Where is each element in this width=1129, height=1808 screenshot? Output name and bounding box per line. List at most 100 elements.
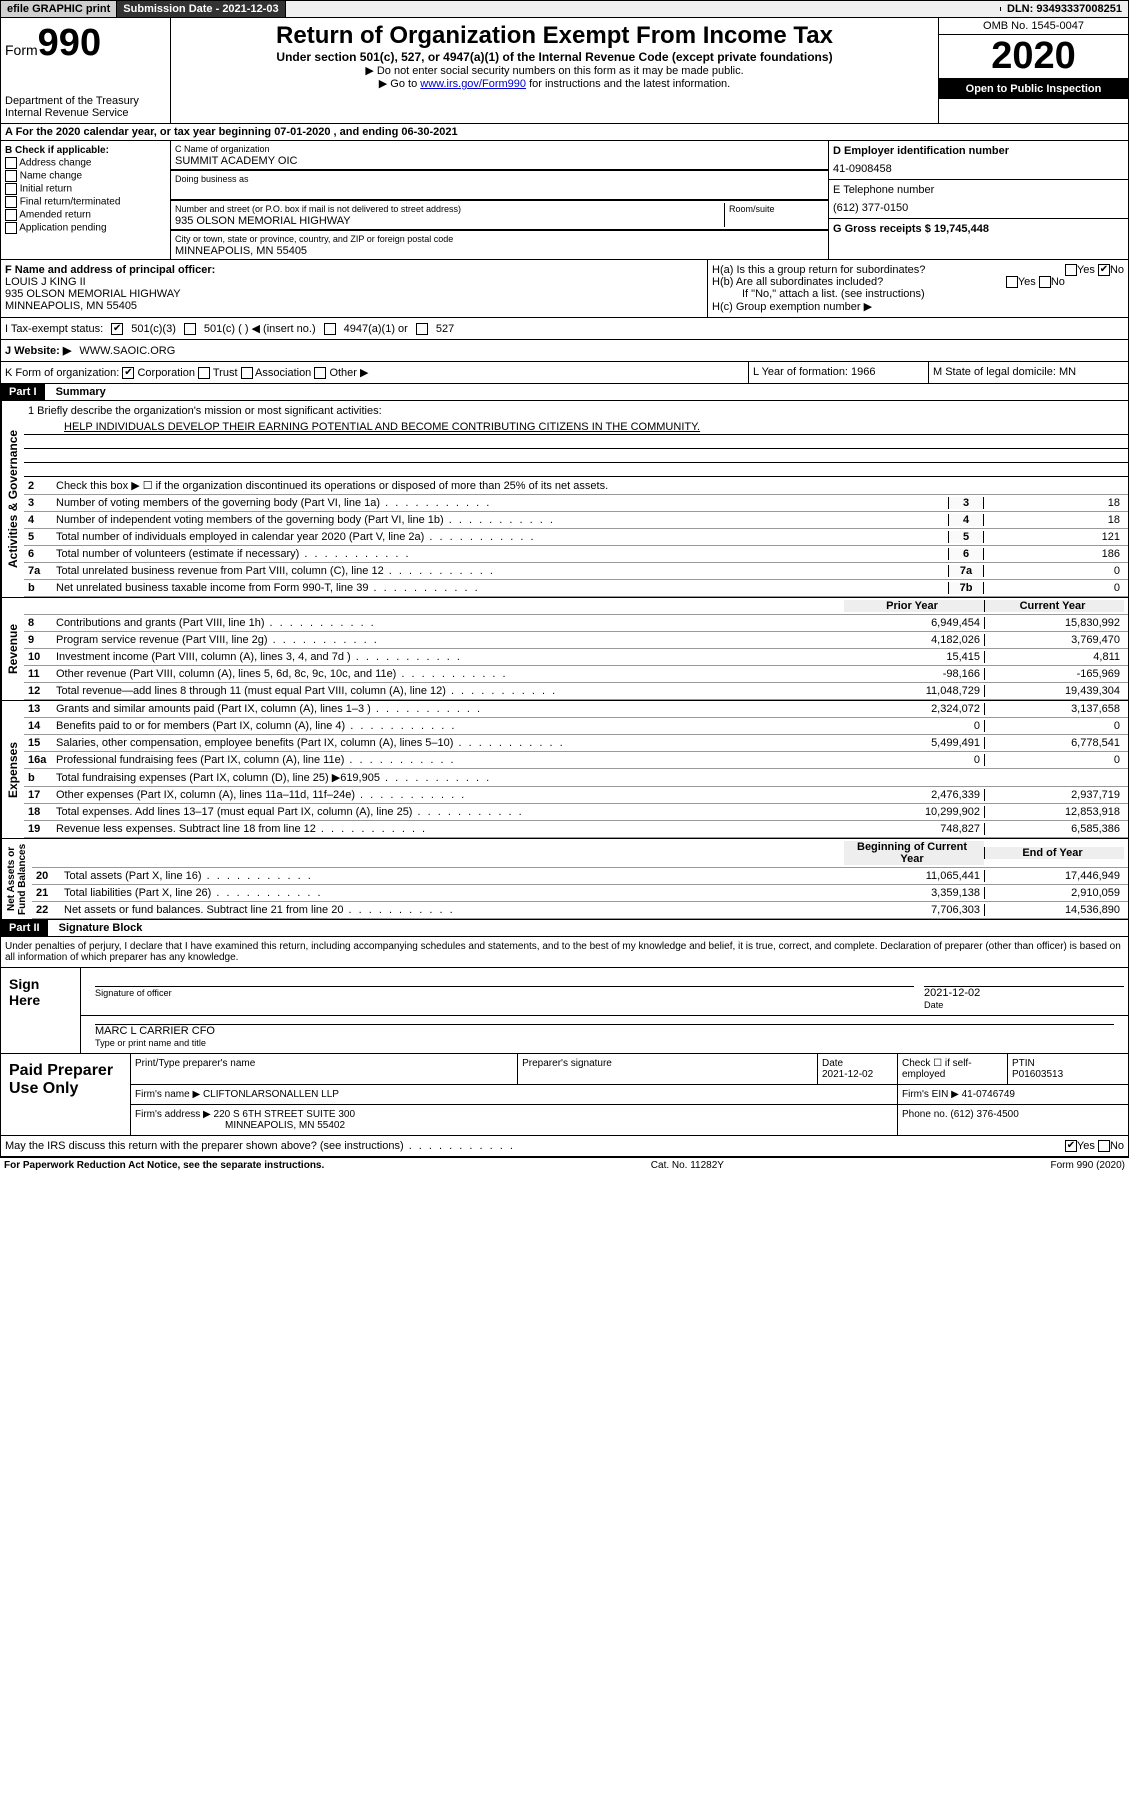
firm-addr-label: Firm's address ▶ <box>135 1109 211 1120</box>
discuss-yes-checkbox[interactable] <box>1065 1140 1077 1152</box>
part2-header: Part II <box>1 920 48 936</box>
city-state-zip: MINNEAPOLIS, MN 55405 <box>175 245 307 257</box>
self-employed-col: Check ☐ if self-employed <box>898 1054 1008 1084</box>
sig-officer-label: Signature of officer <box>95 988 172 998</box>
website-value: WWW.SAOIC.ORG <box>79 345 175 357</box>
form-number: Form990 <box>5 22 166 65</box>
preparer-sig-col: Preparer's signature <box>518 1054 818 1084</box>
ein-value: 41-0908458 <box>833 163 1124 175</box>
check-initial-return[interactable]: Initial return <box>5 183 166 195</box>
hb-no-checkbox[interactable] <box>1039 276 1051 288</box>
tax-year: 2020 <box>939 35 1128 79</box>
q2-discontinued: Check this box ▶ ☐ if the organization d… <box>56 479 1124 492</box>
sign-here-label: Sign Here <box>1 968 81 1053</box>
section-bcd: B Check if applicable: Address change Na… <box>0 141 1129 260</box>
discuss-no-checkbox[interactable] <box>1098 1140 1110 1152</box>
sig-date: 2021-12-02 <box>924 987 980 999</box>
perjury-declaration: Under penalties of perjury, I declare th… <box>0 937 1129 968</box>
efile-graphic-button[interactable]: efile GRAPHIC print <box>1 1 117 17</box>
check-address-change[interactable]: Address change <box>5 157 166 169</box>
check-final-return-terminated[interactable]: Final return/terminated <box>5 196 166 208</box>
state-domicile: M State of legal domicile: MN <box>928 362 1128 383</box>
hb-yes-checkbox[interactable] <box>1006 276 1018 288</box>
line-15: 15Salaries, other compensation, employee… <box>24 735 1128 752</box>
sign-here-block: Sign Here Signature of officer 2021-12-0… <box>0 968 1129 1054</box>
paperwork-notice: For Paperwork Reduction Act Notice, see … <box>4 1160 324 1171</box>
org-name-label: C Name of organization <box>175 144 270 154</box>
dln-label: DLN: 93493337008251 <box>1001 1 1128 17</box>
corp-checkbox[interactable] <box>122 367 134 379</box>
line-5: 5Total number of individuals employed in… <box>24 529 1128 546</box>
form-ref: Form 990 (2020) <box>1051 1160 1125 1171</box>
assoc-checkbox[interactable] <box>241 367 253 379</box>
mission-text: HELP INDIVIDUALS DEVELOP THEIR EARNING P… <box>24 421 1128 435</box>
ha-no-checkbox[interactable] <box>1098 264 1110 276</box>
ein-label: D Employer identification number <box>833 145 1124 157</box>
irs-link[interactable]: www.irs.gov/Form990 <box>420 78 526 90</box>
section-fh: F Name and address of principal officer:… <box>0 260 1129 318</box>
check-application-pending[interactable]: Application pending <box>5 222 166 234</box>
tel-value: (612) 377-0150 <box>833 202 1124 214</box>
hc-exemption: H(c) Group exemption number ▶ <box>712 300 1124 313</box>
firm-phone-label: Phone no. <box>902 1109 948 1120</box>
firm-ein-label: Firm's EIN ▶ <box>902 1089 959 1100</box>
firm-name-label: Firm's name ▶ <box>135 1089 200 1100</box>
line-11: 11Other revenue (Part VIII, column (A), … <box>24 666 1128 683</box>
firm-phone: (612) 376-4500 <box>950 1109 1018 1120</box>
gross-receipts: G Gross receipts $ 19,745,448 <box>833 223 1124 235</box>
line-18: 18Total expenses. Add lines 13–17 (must … <box>24 804 1128 821</box>
submission-date-button[interactable]: Submission Date - 2021-12-03 <box>117 1 285 17</box>
line-13: 13Grants and similar amounts paid (Part … <box>24 701 1128 718</box>
hb-note: If "No," attach a list. (see instruction… <box>712 288 1124 300</box>
form-header: Form990 Department of the Treasury Inter… <box>0 18 1129 124</box>
trust-checkbox[interactable] <box>198 367 210 379</box>
form-subtitle: Under section 501(c), 527, or 4947(a)(1)… <box>175 50 934 64</box>
paid-preparer-label: Paid Preparer Use Only <box>1 1054 131 1135</box>
501c3-checkbox[interactable] <box>111 323 123 335</box>
line-16a: 16aProfessional fundraising fees (Part I… <box>24 752 1128 769</box>
section-c: C Name of organization SUMMIT ACADEMY OI… <box>171 141 828 259</box>
4947-checkbox[interactable] <box>324 323 336 335</box>
officer-addr2: MINNEAPOLIS, MN 55405 <box>5 300 703 312</box>
open-public-badge: Open to Public Inspection <box>939 79 1128 99</box>
527-checkbox[interactable] <box>416 323 428 335</box>
check-amended-return[interactable]: Amended return <box>5 209 166 221</box>
part2-title: Signature Block <box>51 922 143 934</box>
line-22: 22Net assets or fund balances. Subtract … <box>32 902 1128 919</box>
section-d: D Employer identification number 41-0908… <box>828 141 1128 259</box>
other-checkbox[interactable] <box>314 367 326 379</box>
part1-header: Part I <box>1 384 45 400</box>
footer: For Paperwork Reduction Act Notice, see … <box>0 1157 1129 1173</box>
dba-label: Doing business as <box>175 174 249 184</box>
501c-checkbox[interactable] <box>184 323 196 335</box>
check-name-change[interactable]: Name change <box>5 170 166 182</box>
ha-group-return: H(a) Is this a group return for subordin… <box>712 264 1124 276</box>
line-7b: bNet unrelated business taxable income f… <box>24 580 1128 597</box>
line-3: 3Number of voting members of the governi… <box>24 495 1128 512</box>
row-j-website: J Website: ▶ WWW.SAOIC.ORG <box>0 340 1129 362</box>
officer-print-name: MARC L CARRIER CFO <box>95 1025 215 1037</box>
form-title: Return of Organization Exempt From Incom… <box>175 22 934 50</box>
tel-label: E Telephone number <box>833 184 1124 196</box>
ssn-note: ▶ Do not enter social security numbers o… <box>175 64 934 77</box>
org-name: SUMMIT ACADEMY OIC <box>175 155 297 167</box>
line-19: 19Revenue less expenses. Subtract line 1… <box>24 821 1128 838</box>
firm-city: MINNEAPOLIS, MN 55402 <box>135 1120 345 1131</box>
line-6: 6Total number of volunteers (estimate if… <box>24 546 1128 563</box>
line-7a: 7aTotal unrelated business revenue from … <box>24 563 1128 580</box>
q1-mission-label: 1 Briefly describe the organization's mi… <box>24 401 1128 421</box>
revenue-label: Revenue <box>1 598 24 700</box>
officer-addr1: 935 OLSON MEMORIAL HIGHWAY <box>5 288 703 300</box>
preparer-name-col: Print/Type preparer's name <box>131 1054 518 1084</box>
discuss-row: May the IRS discuss this return with the… <box>0 1136 1129 1157</box>
link-note: ▶ Go to www.irs.gov/Form990 for instruct… <box>175 77 934 90</box>
net-assets-section: Net Assets orFund Balances Beginning of … <box>0 839 1129 920</box>
governance-section: Activities & Governance 1 Briefly descri… <box>0 401 1129 598</box>
officer-name: LOUIS J KING II <box>5 276 703 288</box>
line-4: 4Number of independent voting members of… <box>24 512 1128 529</box>
year-formation: L Year of formation: 1966 <box>748 362 928 383</box>
line-21: 21Total liabilities (Part X, line 26)3,3… <box>32 885 1128 902</box>
row-a-tax-year: A For the 2020 calendar year, or tax yea… <box>0 124 1129 141</box>
ha-yes-checkbox[interactable] <box>1065 264 1077 276</box>
line-b: bTotal fundraising expenses (Part IX, co… <box>24 769 1128 787</box>
